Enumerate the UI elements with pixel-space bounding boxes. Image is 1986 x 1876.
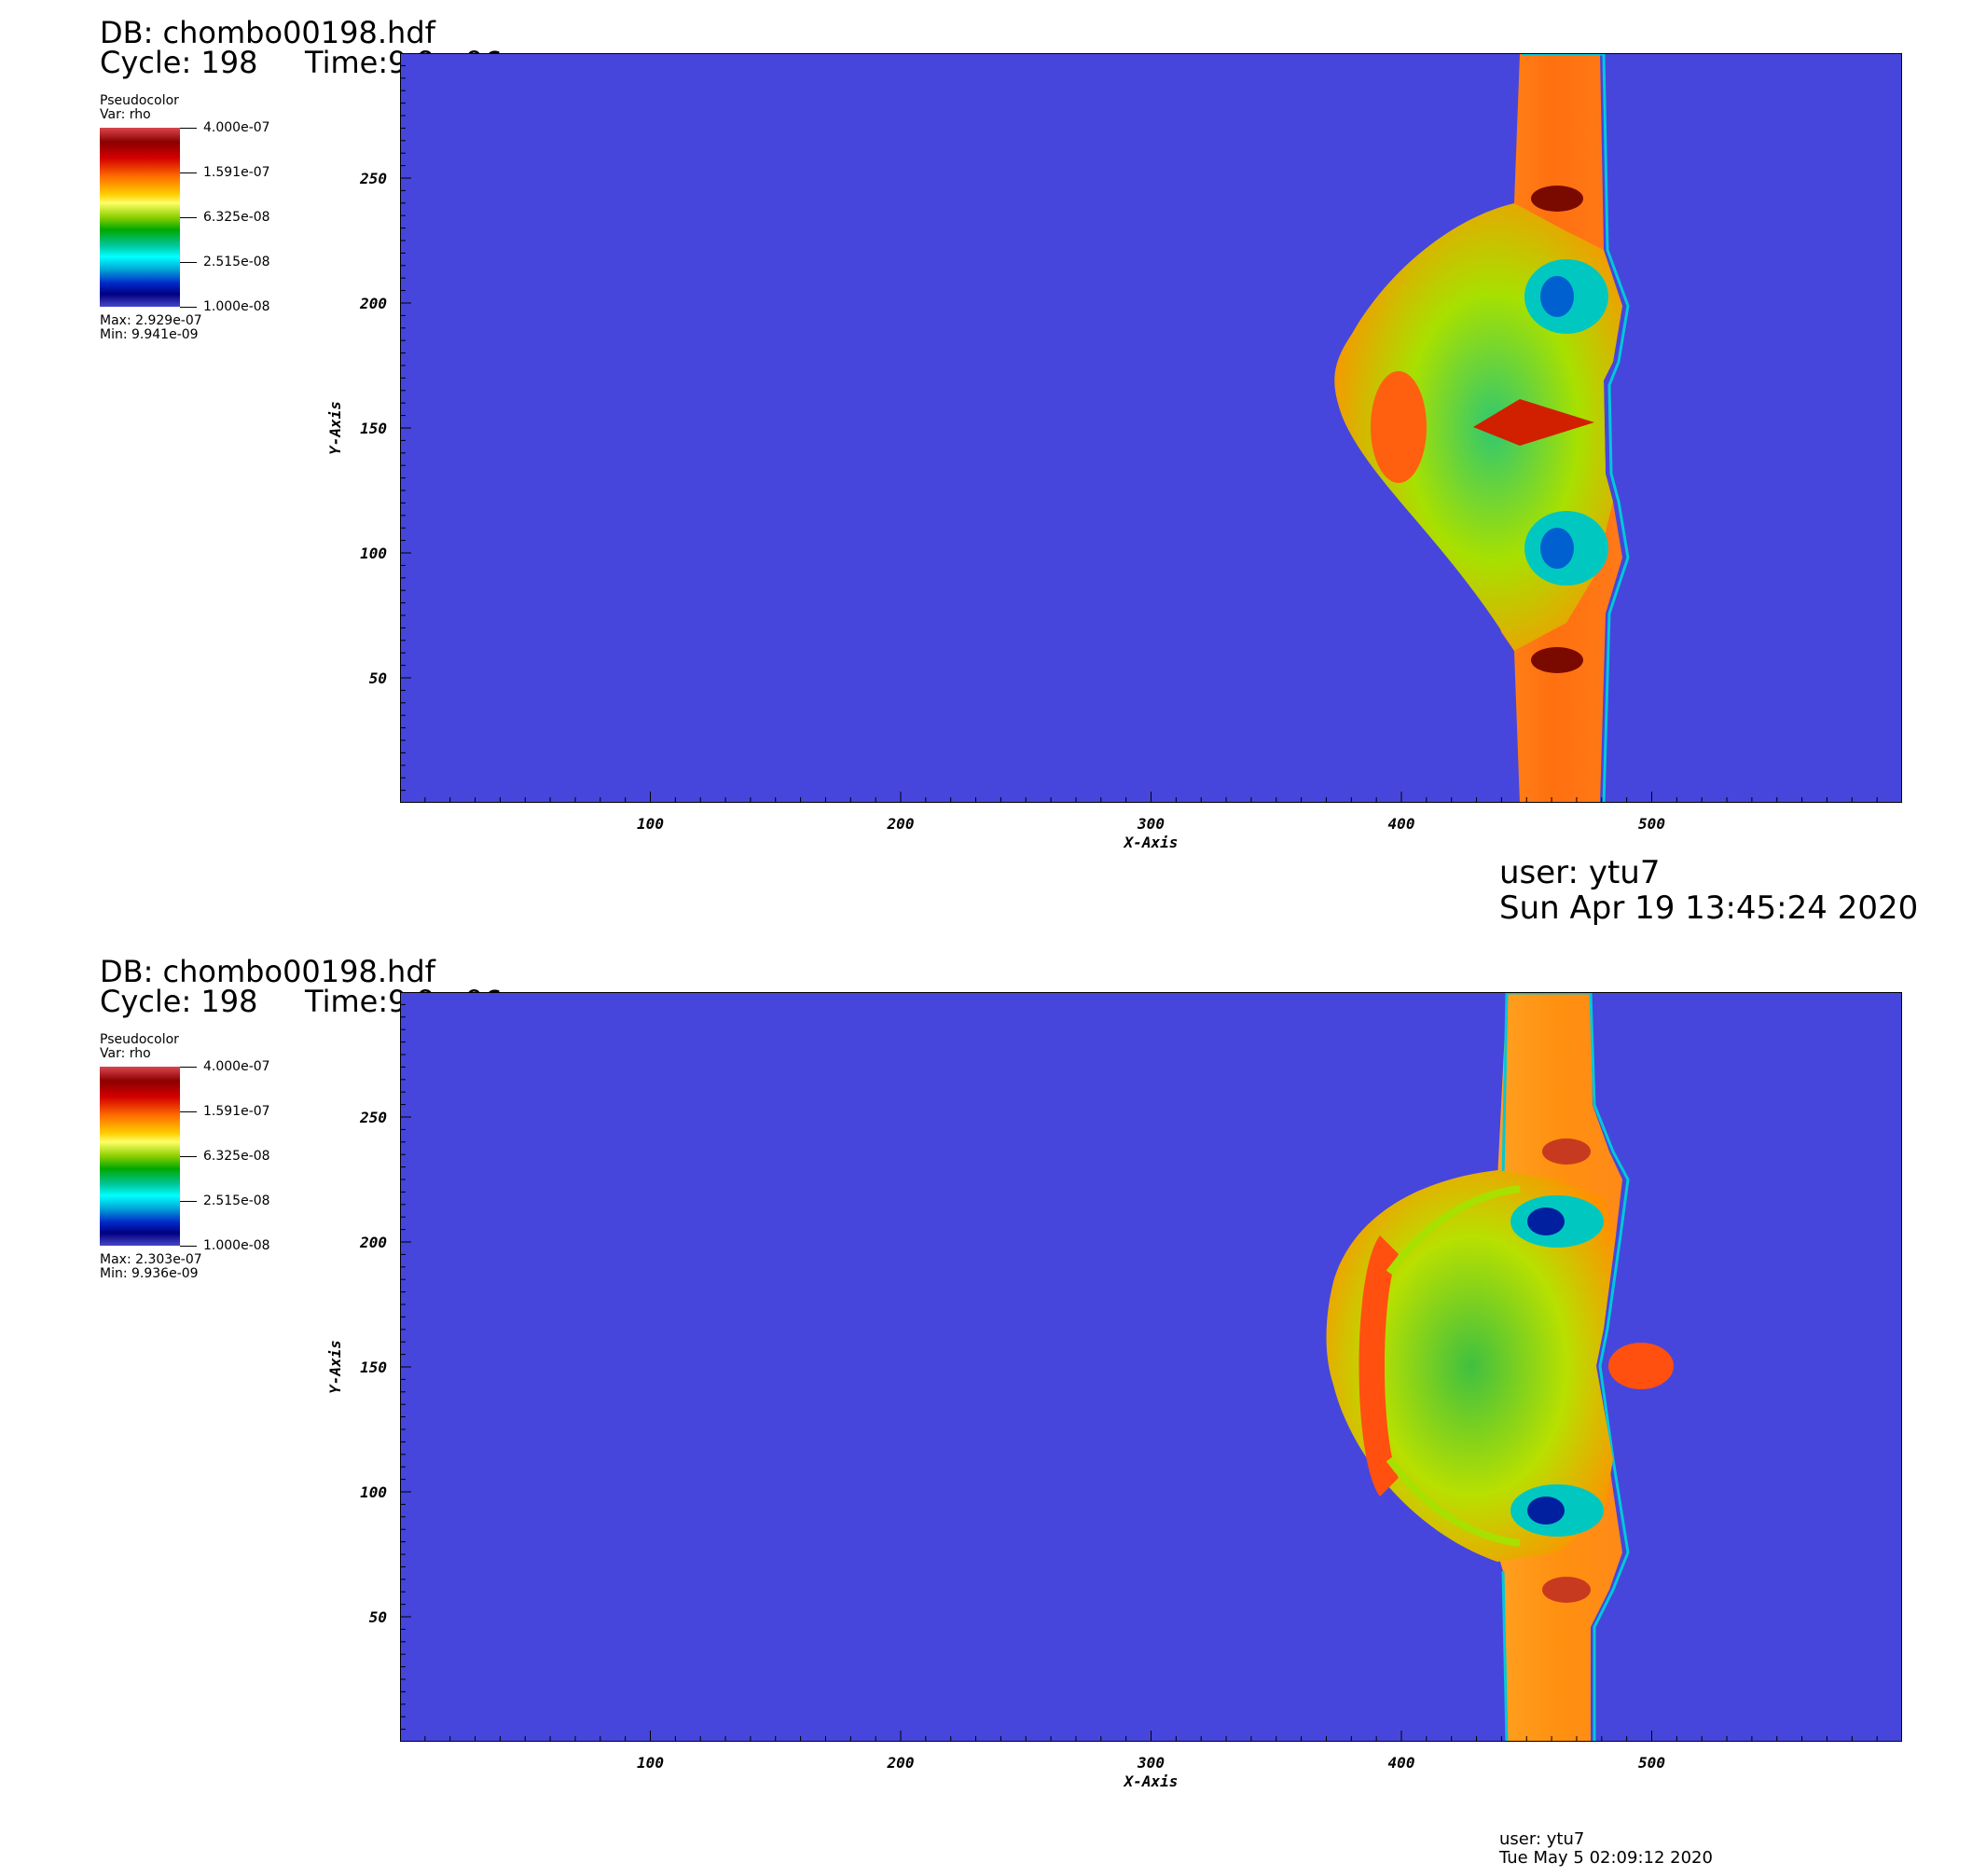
x-axis-title: X-Axis — [1123, 834, 1179, 851]
y-tick-label: 250 — [359, 170, 387, 187]
legend-variable: Var: rho — [100, 107, 151, 122]
user-label: user: ytu7 — [1499, 1829, 1585, 1849]
cycle-label: Cycle: 198 — [100, 984, 258, 1019]
colorbar-tick — [180, 1246, 197, 1247]
visit-panel-bottom: DB: chombo00198.hdf Cycle: 198 Time:9.9e… — [0, 939, 1986, 1876]
density-plot-area[interactable] — [400, 53, 1902, 803]
colorbar-tick — [180, 1156, 197, 1157]
y-tick-label: 200 — [359, 1234, 387, 1251]
colorbar-tick-label: 6.325e-08 — [203, 1149, 270, 1164]
y-tick-label: 50 — [369, 1608, 387, 1626]
density-plot-area[interactable] — [400, 992, 1902, 1742]
plot-axes: 100 200 300 400 500 50 100 150 200 250 X-Axis Y-Axi… — [326, 64, 1878, 851]
legend-plot-type: Pseudocolor — [100, 1032, 179, 1047]
legend-variable: Var: rho — [100, 1046, 151, 1061]
y-tick-label: 100 — [360, 545, 387, 562]
bubble-region — [1326, 1170, 1616, 1562]
x-tick-label: 400 — [1388, 1754, 1415, 1772]
visit-panel-top: DB: chombo00198.hdf Cycle: 198 Time:9.9e… — [0, 0, 1986, 937]
x-tick-label: 100 — [637, 1754, 664, 1772]
cycle-label: Cycle: 198 — [100, 45, 258, 80]
colorbar-tick — [180, 172, 197, 173]
colorbar — [100, 128, 180, 307]
density-field — [1334, 54, 1630, 802]
colorbar-tick — [180, 307, 197, 308]
colorbar-tick-label: 4.000e-07 — [203, 120, 270, 135]
colorbar-tick-label: 1.000e-08 — [203, 299, 270, 314]
legend-max: Max: 2.929e-07 — [100, 313, 202, 328]
y-axis-title: Y-Axis — [326, 1340, 344, 1394]
colorbar-tick — [180, 128, 197, 129]
colorbar-tick-label: 2.515e-08 — [203, 255, 270, 269]
x-axis-title: X-Axis — [1123, 1773, 1179, 1790]
database-label: DB: chombo00198.hdf — [100, 954, 435, 989]
y-tick-label: 50 — [369, 669, 387, 687]
colorbar-tick-label: 6.325e-08 — [203, 210, 270, 225]
colorbar-tick-label: 2.515e-08 — [203, 1193, 270, 1208]
database-label: DB: chombo00198.hdf — [100, 15, 435, 50]
colorbar-tick-label: 1.000e-08 — [203, 1238, 270, 1253]
x-tick-label: 300 — [1137, 815, 1165, 833]
legend-min: Min: 9.936e-09 — [100, 1266, 199, 1281]
colorbar-tick — [180, 262, 197, 263]
colorbar-tick — [180, 1067, 197, 1068]
y-tick-label: 100 — [360, 1483, 387, 1501]
legend-min: Min: 9.941e-09 — [100, 327, 199, 342]
legend-plot-type: Pseudocolor — [100, 93, 179, 108]
y-axis-title: Y-Axis — [326, 401, 344, 455]
y-tick-label: 150 — [360, 1359, 387, 1376]
x-tick-label: 200 — [887, 1754, 915, 1772]
x-tick-label: 200 — [887, 815, 915, 833]
legend-max: Max: 2.303e-07 — [100, 1252, 202, 1267]
x-tick-label: 500 — [1638, 1754, 1665, 1772]
colorbar-tick — [180, 1111, 197, 1112]
y-tick-label: 150 — [360, 420, 387, 437]
timestamp-label: Sun Apr 19 13:45:24 2020 — [1499, 890, 1919, 927]
y-tick-label: 250 — [359, 1109, 387, 1126]
x-tick-label: 400 — [1388, 815, 1415, 833]
user-label: user: ytu7 — [1499, 854, 1661, 891]
colorbar-tick — [180, 217, 197, 218]
x-tick-label: 300 — [1137, 1754, 1165, 1772]
colorbar — [100, 1067, 180, 1246]
colorbar-tick-label: 1.591e-07 — [203, 165, 270, 180]
colorbar-tick-label: 1.591e-07 — [203, 1104, 270, 1119]
density-field — [1326, 993, 1674, 1741]
colorbar-tick — [180, 1201, 197, 1202]
plot-axes: 100 200 300 400 500 50 100 150 200 250 X-Axis Y-Axi… — [326, 1003, 1878, 1790]
x-tick-label: 100 — [637, 815, 664, 833]
timestamp-label: Tue May 5 02:09:12 2020 — [1499, 1848, 1713, 1868]
x-tick-label: 500 — [1638, 815, 1665, 833]
colorbar-tick-label: 4.000e-07 — [203, 1059, 270, 1074]
y-tick-label: 200 — [359, 295, 387, 312]
